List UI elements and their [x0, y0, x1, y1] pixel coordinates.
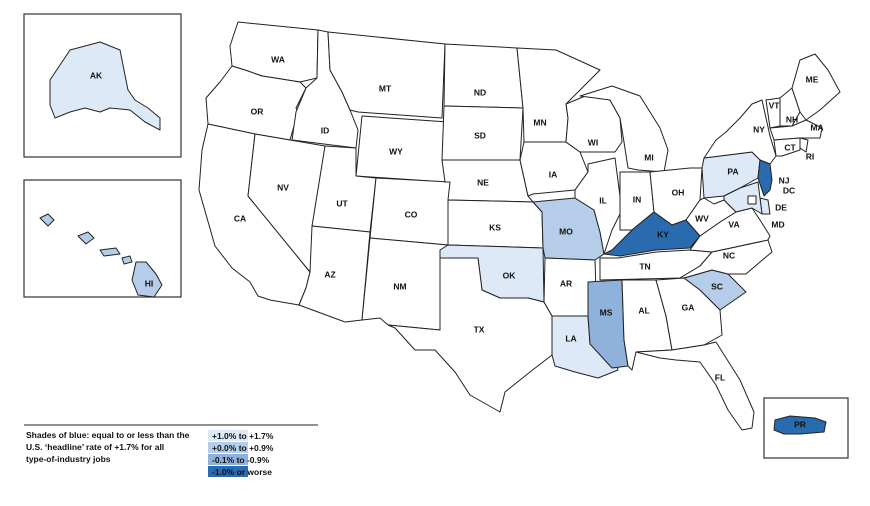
state-label-dc: DC	[783, 185, 795, 195]
state-nd	[443, 43, 524, 109]
state-md	[723, 181, 763, 215]
state-label-pr: PR	[794, 419, 806, 429]
state-tx	[387, 257, 553, 413]
state-label-ar: AR	[560, 278, 572, 288]
state-label-ky: KY	[657, 229, 669, 239]
state-label-ma: MA	[810, 122, 823, 132]
state-label-tx: TX	[474, 324, 485, 334]
state-label-al: AL	[638, 305, 649, 315]
legend-swatch-tier4	[208, 466, 248, 477]
legend-label-tier4: -1.0% or worse	[212, 467, 272, 477]
state-label-tn: TN	[639, 261, 650, 271]
state-label-ms: MS	[600, 307, 613, 317]
labels-layer: WA OR CA ID NV MT WY UT AZ CO NM ND SD NE KS OK TX MN IA MO…	[90, 54, 824, 429]
state-label-nm: NM	[393, 281, 406, 291]
state-me	[791, 53, 841, 121]
state-label-ok: OK	[503, 270, 517, 280]
legend-description-line-3: type-of-industry jobs	[26, 454, 111, 464]
state-label-ct: CT	[784, 142, 796, 152]
state-label-id: ID	[321, 125, 330, 135]
state-ri	[799, 137, 809, 153]
legend-swatch-tier1	[208, 430, 248, 441]
state-label-mo: MO	[559, 226, 573, 236]
states-layer	[39, 21, 841, 435]
state-label-wv: WV	[695, 213, 709, 223]
hawaii-island-1	[39, 213, 55, 227]
state-label-co: CO	[405, 209, 418, 219]
state-label-ny: NY	[753, 124, 765, 134]
state-label-in: IN	[633, 194, 642, 204]
state-label-nc: NC	[723, 250, 735, 260]
legend-label-tier3: -0.1% to -0.9%	[212, 455, 270, 465]
hawaii-island-3	[99, 247, 121, 257]
state-label-fl: FL	[715, 372, 725, 382]
state-label-nj: NJ	[779, 175, 790, 185]
state-label-mi: MI	[644, 152, 653, 162]
state-label-oh: OH	[672, 187, 685, 197]
state-ct	[773, 137, 801, 157]
state-label-az: AZ	[324, 269, 335, 279]
state-hi	[131, 261, 163, 298]
hawaii-island-2	[77, 231, 95, 245]
state-label-ne: NE	[477, 177, 489, 187]
state-label-nv: NV	[277, 182, 289, 192]
state-label-ia: IA	[549, 169, 558, 179]
state-label-ri: RI	[806, 151, 815, 161]
state-label-wy: WY	[389, 146, 403, 156]
state-label-nd: ND	[474, 87, 486, 97]
state-label-hi: HI	[145, 278, 154, 288]
state-label-ut: UT	[336, 198, 348, 208]
state-label-mn: MN	[533, 117, 546, 127]
legend-description-line-2: U.S. ‘headline’ rate of +1.7% for all	[26, 442, 164, 452]
state-label-md: MD	[771, 219, 784, 229]
state-ak	[49, 41, 161, 131]
state-label-ak: AK	[90, 70, 103, 80]
state-label-sc: SC	[711, 281, 723, 291]
state-label-ga: GA	[682, 302, 695, 312]
state-label-wi: WI	[588, 137, 598, 147]
state-label-or: OR	[251, 106, 264, 116]
state-dc	[747, 195, 757, 205]
state-label-nh: NH	[786, 114, 798, 124]
legend: Shades of blue: equal to or less than th…	[24, 424, 318, 477]
state-label-sd: SD	[474, 130, 486, 140]
state-nc	[679, 239, 773, 279]
state-label-ks: KS	[489, 222, 501, 232]
state-il	[574, 157, 621, 255]
state-label-de: DE	[775, 202, 787, 212]
state-label-pa: PA	[727, 166, 738, 176]
hawaii-island-4	[121, 255, 133, 265]
legend-label-tier2: +0.0% to +0.9%	[212, 443, 274, 453]
state-label-mt: MT	[379, 83, 392, 93]
legend-label-tier1: +1.0% to +1.7%	[212, 431, 274, 441]
state-label-il: IL	[599, 195, 607, 205]
state-pr	[773, 415, 827, 435]
state-fl	[635, 341, 755, 431]
state-label-vt: VT	[769, 100, 781, 110]
state-label-va: VA	[728, 219, 739, 229]
legend-swatch-tier3	[208, 454, 248, 465]
state-label-la: LA	[565, 333, 576, 343]
state-label-ca: CA	[234, 213, 246, 223]
legend-swatch-tier2	[208, 442, 248, 453]
state-nj	[757, 159, 773, 197]
state-label-wa: WA	[271, 54, 285, 64]
state-label-me: ME	[806, 74, 819, 84]
legend-description-line-1: Shades of blue: equal to or less than th…	[26, 430, 190, 440]
